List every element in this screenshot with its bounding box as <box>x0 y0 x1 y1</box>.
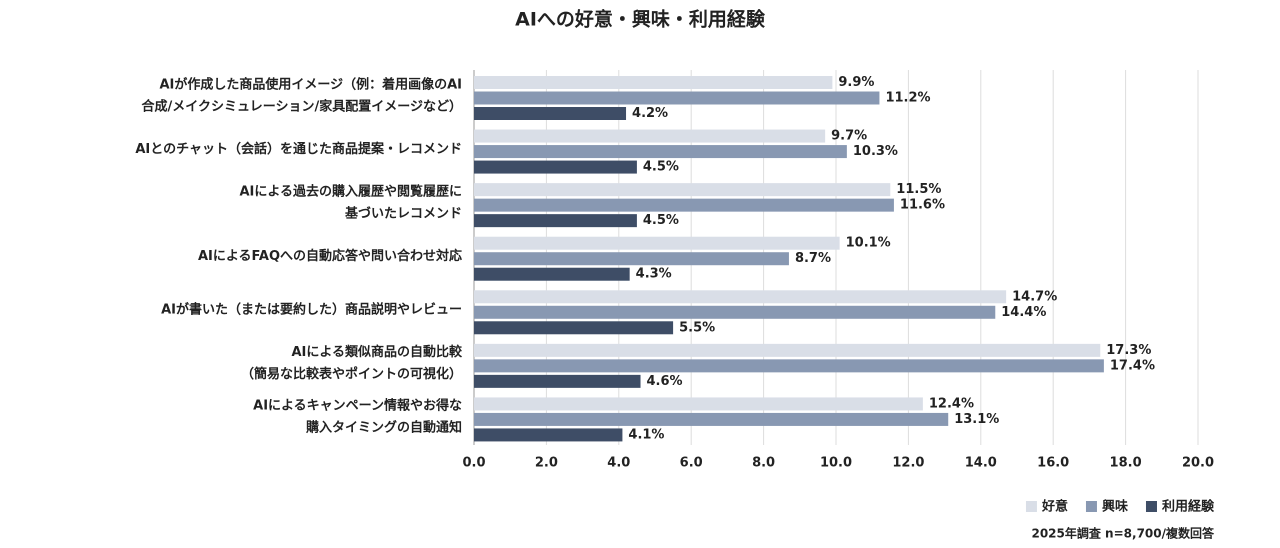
y-tick-label: AIによる類似商品の自動比較 <box>291 344 463 360</box>
value-label: 9.7% <box>831 129 867 144</box>
bar <box>474 321 674 335</box>
value-label: 10.3% <box>853 144 898 159</box>
value-label: 4.6% <box>647 374 683 389</box>
x-tick-label: 8.0 <box>752 456 775 471</box>
bar <box>474 359 1104 373</box>
y-tick-label: 購入タイミングの自動通知 <box>305 420 462 436</box>
bar <box>474 129 826 143</box>
value-label: 4.5% <box>643 160 679 175</box>
note: 2025年調査 n=8,700/複数回答 <box>1031 526 1215 541</box>
legend-label: 興味 <box>1102 499 1128 515</box>
x-tick-label: 20.0 <box>1182 456 1214 471</box>
x-tick-label: 12.0 <box>892 456 924 471</box>
bar <box>474 267 630 281</box>
value-label: 4.1% <box>628 427 664 442</box>
bar <box>474 305 996 319</box>
x-tick-label: 4.0 <box>607 456 630 471</box>
bar <box>474 76 833 89</box>
y-tick-label: AIが書いた（または要約した）商品説明やレビュー <box>161 302 462 318</box>
x-tick-label: 6.0 <box>680 456 703 471</box>
y-tick-label: AIによるFAQへの自動応答や問い合わせ対応 <box>198 248 462 264</box>
bar <box>474 107 627 120</box>
value-label: 4.5% <box>643 213 679 228</box>
bar <box>474 145 847 159</box>
x-tick-label: 14.0 <box>965 456 997 471</box>
value-label: 14.7% <box>1012 289 1057 304</box>
y-tick-label: 基づいたレコメンド <box>344 205 462 221</box>
value-label: 11.6% <box>900 198 945 213</box>
bar <box>474 428 623 442</box>
y-tick-label: AIによる過去の購入履歴や閲覧履歴に <box>239 183 462 199</box>
value-label: 10.1% <box>846 236 891 251</box>
value-label: 8.7% <box>795 251 831 266</box>
bar <box>474 374 641 388</box>
value-label: 17.4% <box>1110 358 1155 373</box>
legend-label: 好意 <box>1041 499 1068 515</box>
bar <box>474 236 840 250</box>
value-label: 14.4% <box>1001 305 1046 320</box>
x-tick-label: 2.0 <box>535 456 558 471</box>
y-tick-label: （簡易な比較表やポイントの可視化） <box>241 366 462 382</box>
bar <box>474 160 637 174</box>
legend-swatch <box>1145 501 1157 512</box>
bar <box>474 397 923 411</box>
value-label: 12.4% <box>929 396 974 411</box>
legend-label: 利用経験 <box>1162 499 1215 515</box>
x-tick-label: 16.0 <box>1037 456 1069 471</box>
chart-title: AIへの好意・興味・利用経験 <box>515 8 766 31</box>
bar <box>474 412 949 426</box>
bar <box>474 343 1101 357</box>
value-label: 4.3% <box>636 267 672 282</box>
y-tick-label: AIとのチャット（会話）を通じた商品提案・レコメンド <box>135 141 462 157</box>
y-tick-label: AIが作成した商品使用イメージ（例：着用画像のAI <box>159 76 462 92</box>
legend-swatch <box>1025 501 1037 512</box>
x-tick-label: 10.0 <box>820 456 852 471</box>
bar <box>474 91 880 105</box>
legend-swatch <box>1085 501 1097 512</box>
value-label: 11.2% <box>885 91 930 106</box>
value-label: 5.5% <box>679 320 715 335</box>
value-label: 9.9% <box>838 75 874 90</box>
bar <box>474 198 894 212</box>
bar <box>474 252 789 266</box>
value-label: 11.5% <box>896 182 941 197</box>
value-label: 13.1% <box>954 412 999 427</box>
value-label: 17.3% <box>1106 343 1151 358</box>
bar <box>474 183 891 197</box>
value-label: 4.2% <box>632 106 668 121</box>
bar <box>474 214 637 228</box>
bar <box>474 290 1007 304</box>
y-tick-label: 合成/メイクシミュレーション/家具配置イメージなど） <box>142 98 462 114</box>
x-tick-label: 0.0 <box>462 456 485 471</box>
x-tick-label: 18.0 <box>1110 456 1142 471</box>
y-tick-label: AIによるキャンペーン情報やお得な <box>253 398 462 414</box>
